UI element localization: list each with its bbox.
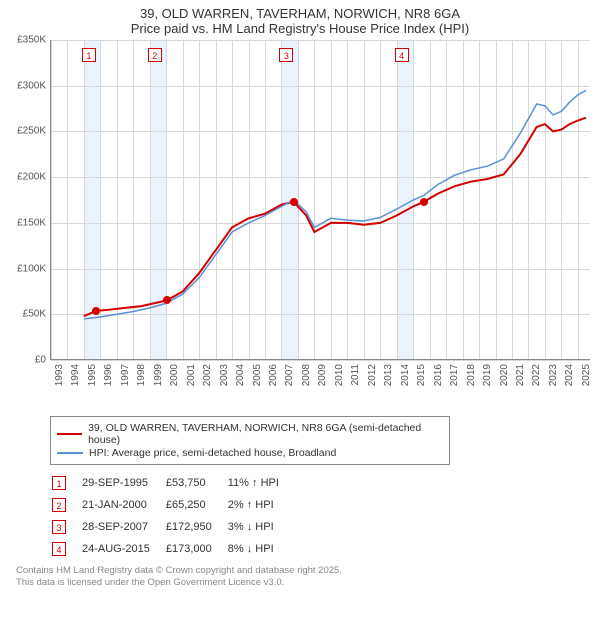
event-number-box: 1 <box>52 476 66 490</box>
event-price: £172,950 <box>166 517 226 537</box>
event-marker-box: 2 <box>148 48 162 62</box>
x-tick-label: 2009 <box>317 364 328 386</box>
x-tick-label: 1993 <box>54 364 65 386</box>
plot-region: 1 2 3 4 <box>50 40 590 360</box>
chart-title: 39, OLD WARREN, TAVERHAM, NORWICH, NR8 6… <box>8 6 592 36</box>
event-price: £65,250 <box>166 495 226 515</box>
event-date: 24-AUG-2015 <box>82 539 164 559</box>
x-tick-label: 2002 <box>202 364 213 386</box>
footer-line-1: Contains HM Land Registry data © Crown c… <box>16 565 592 577</box>
x-tick-label: 2012 <box>367 364 378 386</box>
x-tick-label: 2011 <box>350 364 361 386</box>
x-tick-label: 2007 <box>284 364 295 386</box>
y-tick-label: £50K <box>23 309 46 320</box>
x-tick-label: 2006 <box>268 364 279 386</box>
event-point <box>92 307 100 315</box>
events-table: 1 29-SEP-1995£53,75011% ↑ HPI 2 21-JAN-2000… <box>50 471 295 561</box>
x-tick-label: 2000 <box>169 364 180 386</box>
x-tick-label: 1994 <box>70 364 81 386</box>
event-point <box>420 198 428 206</box>
y-tick-label: £250K <box>17 126 46 137</box>
event-delta: 11% ↑ HPI <box>228 473 293 493</box>
title-line-1: 39, OLD WARREN, TAVERHAM, NORWICH, NR8 6… <box>8 6 592 21</box>
legend-label: HPI: Average price, semi-detached house,… <box>89 447 336 459</box>
event-delta: 2% ↑ HPI <box>228 495 293 515</box>
event-number-box: 2 <box>52 498 66 512</box>
legend-swatch <box>57 452 83 454</box>
legend-item: 39, OLD WARREN, TAVERHAM, NORWICH, NR8 6… <box>57 422 443 446</box>
table-row: 3 28-SEP-2007£172,9503% ↓ HPI <box>52 517 293 537</box>
x-tick-label: 1999 <box>153 364 164 386</box>
y-tick-label: £150K <box>17 217 46 228</box>
y-tick-label: £0 <box>35 355 46 366</box>
x-tick-label: 2018 <box>466 364 477 386</box>
event-delta: 8% ↓ HPI <box>228 539 293 559</box>
event-date: 21-JAN-2000 <box>82 495 164 515</box>
event-date: 28-SEP-2007 <box>82 517 164 537</box>
title-line-2: Price paid vs. HM Land Registry's House … <box>8 21 592 36</box>
x-axis: 1993 1994 1995 1996 1997 1998 1999 2000 2001 2002… <box>50 360 590 410</box>
event-marker-box: 1 <box>82 48 96 62</box>
x-tick-label: 2022 <box>531 364 542 386</box>
x-tick-label: 2003 <box>219 364 230 386</box>
x-tick-label: 2005 <box>252 364 263 386</box>
x-tick-label: 2024 <box>564 364 575 386</box>
y-axis: £0£50K£100K£150K£200K£250K£300K£350K <box>8 40 48 360</box>
line-layer <box>51 40 591 360</box>
event-number-box: 3 <box>52 520 66 534</box>
event-delta: 3% ↓ HPI <box>228 517 293 537</box>
event-price: £53,750 <box>166 473 226 493</box>
event-point <box>290 198 298 206</box>
legend-swatch <box>57 433 82 435</box>
x-tick-label: 2008 <box>301 364 312 386</box>
event-marker-box: 4 <box>395 48 409 62</box>
x-tick-label: 1996 <box>103 364 114 386</box>
x-tick-label: 2017 <box>449 364 460 386</box>
x-tick-label: 2001 <box>186 364 197 386</box>
event-point <box>163 296 171 304</box>
x-tick-label: 1997 <box>120 364 131 386</box>
event-number-box: 4 <box>52 542 66 556</box>
x-tick-label: 1995 <box>87 364 98 386</box>
table-row: 2 21-JAN-2000£65,2502% ↑ HPI <box>52 495 293 515</box>
series-hpi <box>84 90 586 319</box>
x-tick-label: 1998 <box>136 364 147 386</box>
legend: 39, OLD WARREN, TAVERHAM, NORWICH, NR8 6… <box>50 416 450 465</box>
x-tick-label: 2004 <box>235 364 246 386</box>
legend-label: 39, OLD WARREN, TAVERHAM, NORWICH, NR8 6… <box>88 422 443 446</box>
x-tick-label: 2015 <box>416 364 427 386</box>
footer-attribution: Contains HM Land Registry data © Crown c… <box>16 565 592 590</box>
table-row: 4 24-AUG-2015£173,0008% ↓ HPI <box>52 539 293 559</box>
table-row: 1 29-SEP-1995£53,75011% ↑ HPI <box>52 473 293 493</box>
event-date: 29-SEP-1995 <box>82 473 164 493</box>
event-marker-box: 3 <box>279 48 293 62</box>
y-tick-label: £350K <box>17 35 46 46</box>
x-tick-label: 2013 <box>383 364 394 386</box>
x-tick-label: 2016 <box>433 364 444 386</box>
x-tick-label: 2014 <box>400 364 411 386</box>
y-tick-label: £200K <box>17 172 46 183</box>
x-tick-label: 2023 <box>548 364 559 386</box>
y-tick-label: £300K <box>17 80 46 91</box>
x-tick-label: 2021 <box>515 364 526 386</box>
x-tick-label: 2025 <box>581 364 592 386</box>
x-tick-label: 2019 <box>482 364 493 386</box>
x-tick-label: 2010 <box>334 364 345 386</box>
x-tick-label: 2020 <box>499 364 510 386</box>
y-tick-label: £100K <box>17 263 46 274</box>
legend-item: HPI: Average price, semi-detached house,… <box>57 447 443 459</box>
chart-area: £0£50K£100K£150K£200K£250K£300K£350K 123… <box>8 40 592 410</box>
event-price: £173,000 <box>166 539 226 559</box>
footer-line-2: This data is licensed under the Open Gov… <box>16 577 592 589</box>
